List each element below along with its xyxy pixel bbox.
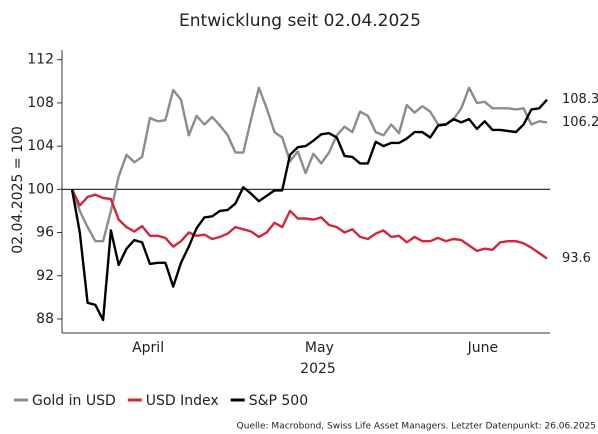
series-line xyxy=(70,98,548,322)
y-tick-label: 100 xyxy=(27,181,54,197)
end-label: 108.3 xyxy=(562,92,598,107)
x-axis-label: 2025 xyxy=(300,361,336,377)
chart-title: Entwicklung seit 02.04.2025 xyxy=(179,11,421,31)
y-tick-label: 88 xyxy=(36,311,54,327)
y-tick-label: 112 xyxy=(27,52,54,68)
series-line xyxy=(70,188,548,260)
x-tick-label: April xyxy=(132,340,164,356)
series-line xyxy=(70,86,548,243)
source-note: Quelle: Macrobond, Swiss Life Asset Mana… xyxy=(237,422,596,432)
legend-label: S&P 500 xyxy=(249,393,308,409)
y-tick-label: 104 xyxy=(27,138,54,154)
x-tick-label: May xyxy=(305,340,334,356)
y-tick-label: 92 xyxy=(36,268,54,284)
y-tick-label: 96 xyxy=(36,225,54,241)
y-axis-label: 02.04.2025 = 100 xyxy=(10,126,26,254)
x-tick-label: June xyxy=(467,340,499,356)
legend-label: USD Index xyxy=(146,393,219,409)
end-label: 93.6 xyxy=(562,251,591,266)
end-label: 106.2 xyxy=(562,115,598,130)
y-tick-label: 108 xyxy=(27,95,54,111)
legend-label: Gold in USD xyxy=(32,393,116,409)
